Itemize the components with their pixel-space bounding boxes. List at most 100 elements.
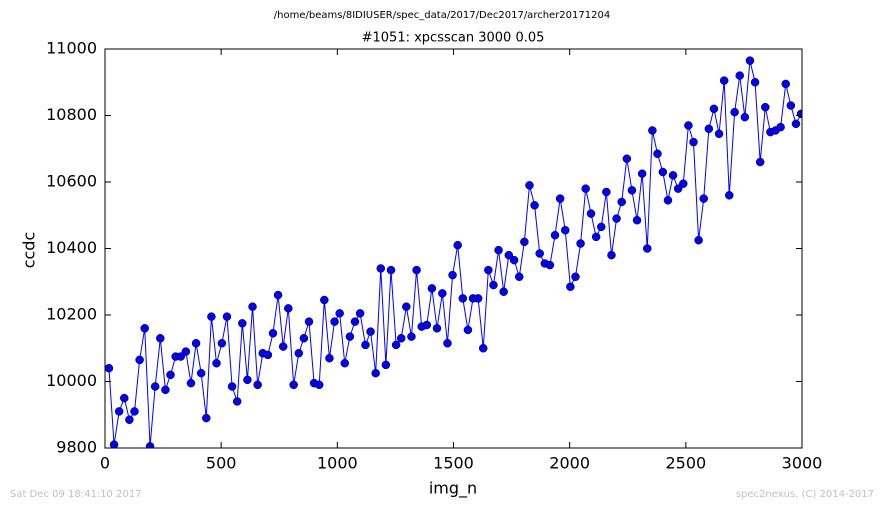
x-tick-label: 2000 xyxy=(549,454,590,473)
data-point xyxy=(330,317,339,326)
data-point xyxy=(632,215,642,225)
data-point xyxy=(263,350,273,360)
data-point xyxy=(622,154,632,163)
data-point xyxy=(535,249,544,258)
data-point xyxy=(232,397,242,406)
data-point xyxy=(150,382,160,391)
y-tick-label: 10000 xyxy=(46,371,97,390)
data-point xyxy=(407,332,416,341)
data-point xyxy=(740,112,750,122)
data-point xyxy=(566,282,575,291)
data-point xyxy=(396,334,406,343)
data-point xyxy=(432,324,442,333)
y-tick-label: 11000 xyxy=(46,39,97,58)
data-point xyxy=(612,214,621,223)
chart-title: #1051: xpcsscan 3000 0.05 xyxy=(362,31,545,46)
data-point xyxy=(381,360,391,370)
data-point xyxy=(684,121,693,130)
data-point xyxy=(478,344,488,353)
data-point xyxy=(166,370,175,380)
data-point xyxy=(238,319,247,328)
data-point xyxy=(273,290,283,300)
data-point xyxy=(386,265,396,275)
data-point xyxy=(130,407,139,416)
x-tick-label: 3000 xyxy=(782,454,823,473)
data-point xyxy=(725,191,734,200)
data-point xyxy=(509,255,519,265)
data-point xyxy=(750,78,760,87)
data-point xyxy=(745,56,755,65)
data-point xyxy=(494,245,503,255)
x-tick-label: 2500 xyxy=(665,454,706,473)
data-point xyxy=(391,340,401,350)
data-point xyxy=(222,312,232,321)
data-point xyxy=(278,342,288,351)
data-point xyxy=(761,102,770,112)
data-point xyxy=(427,284,437,293)
data-point xyxy=(561,225,570,235)
data-point xyxy=(196,368,206,378)
data-point xyxy=(366,327,375,336)
data-point xyxy=(576,239,585,248)
data-point xyxy=(371,368,380,378)
data-point xyxy=(438,289,447,298)
data-point xyxy=(786,101,796,110)
data-point xyxy=(284,304,293,313)
data-point xyxy=(335,309,344,318)
data-point xyxy=(458,294,468,303)
data-point xyxy=(320,295,329,305)
plot-area xyxy=(105,56,802,448)
data-point xyxy=(555,194,565,203)
y-axis-label: ccdc xyxy=(20,232,39,269)
data-point xyxy=(597,222,606,232)
data-point xyxy=(248,302,257,311)
data-point xyxy=(489,280,498,290)
data-point xyxy=(145,442,155,448)
data-point xyxy=(709,104,719,114)
data-point xyxy=(781,79,790,89)
data-point xyxy=(355,309,365,318)
data-point xyxy=(730,107,739,117)
data-point xyxy=(607,250,616,260)
data-point xyxy=(120,393,129,403)
data-point xyxy=(463,325,473,335)
footer-left: Sat Dec 09 18:41:10 2017 xyxy=(10,489,142,500)
data-point xyxy=(571,272,580,282)
data-point xyxy=(227,382,237,391)
data-point xyxy=(217,339,227,348)
data-point xyxy=(735,71,744,80)
data-point xyxy=(243,375,252,385)
data-point xyxy=(694,235,703,245)
data-point xyxy=(627,186,637,195)
data-point xyxy=(294,348,304,358)
data-point xyxy=(581,184,590,193)
data-point xyxy=(504,250,514,260)
data-point xyxy=(499,287,508,296)
data-point xyxy=(530,201,539,210)
data-point xyxy=(422,320,432,330)
data-point xyxy=(673,184,683,193)
data-point xyxy=(689,137,698,147)
y-tick-label: 10200 xyxy=(46,305,97,324)
data-point xyxy=(125,415,134,424)
data-point xyxy=(176,352,185,361)
data-point xyxy=(105,363,114,373)
data-point xyxy=(161,385,170,395)
data-point xyxy=(191,339,201,348)
data-point xyxy=(325,353,334,363)
data-point xyxy=(448,270,457,280)
footer-right: spec2nexus, (C) 2014-2017 xyxy=(736,489,874,500)
data-point xyxy=(253,380,262,390)
data-point xyxy=(202,413,211,423)
x-tick-label: 1000 xyxy=(317,454,358,473)
axes-frame xyxy=(104,48,803,449)
data-point xyxy=(663,196,673,205)
y-tick-label: 10800 xyxy=(46,105,97,124)
data-point xyxy=(140,324,149,333)
data-point xyxy=(520,237,529,247)
data-point xyxy=(304,317,314,326)
data-point xyxy=(268,329,278,338)
data-point xyxy=(376,264,386,273)
data-point xyxy=(453,240,462,250)
